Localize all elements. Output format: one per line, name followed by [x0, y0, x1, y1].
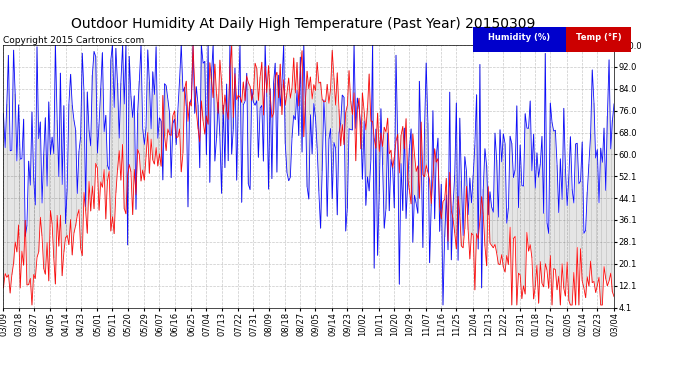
Text: Outdoor Humidity At Daily High Temperature (Past Year) 20150309: Outdoor Humidity At Daily High Temperatu…: [71, 17, 536, 31]
Text: Temp (°F): Temp (°F): [575, 33, 622, 42]
Text: Humidity (%): Humidity (%): [488, 33, 551, 42]
Text: Copyright 2015 Cartronics.com: Copyright 2015 Cartronics.com: [3, 36, 145, 45]
